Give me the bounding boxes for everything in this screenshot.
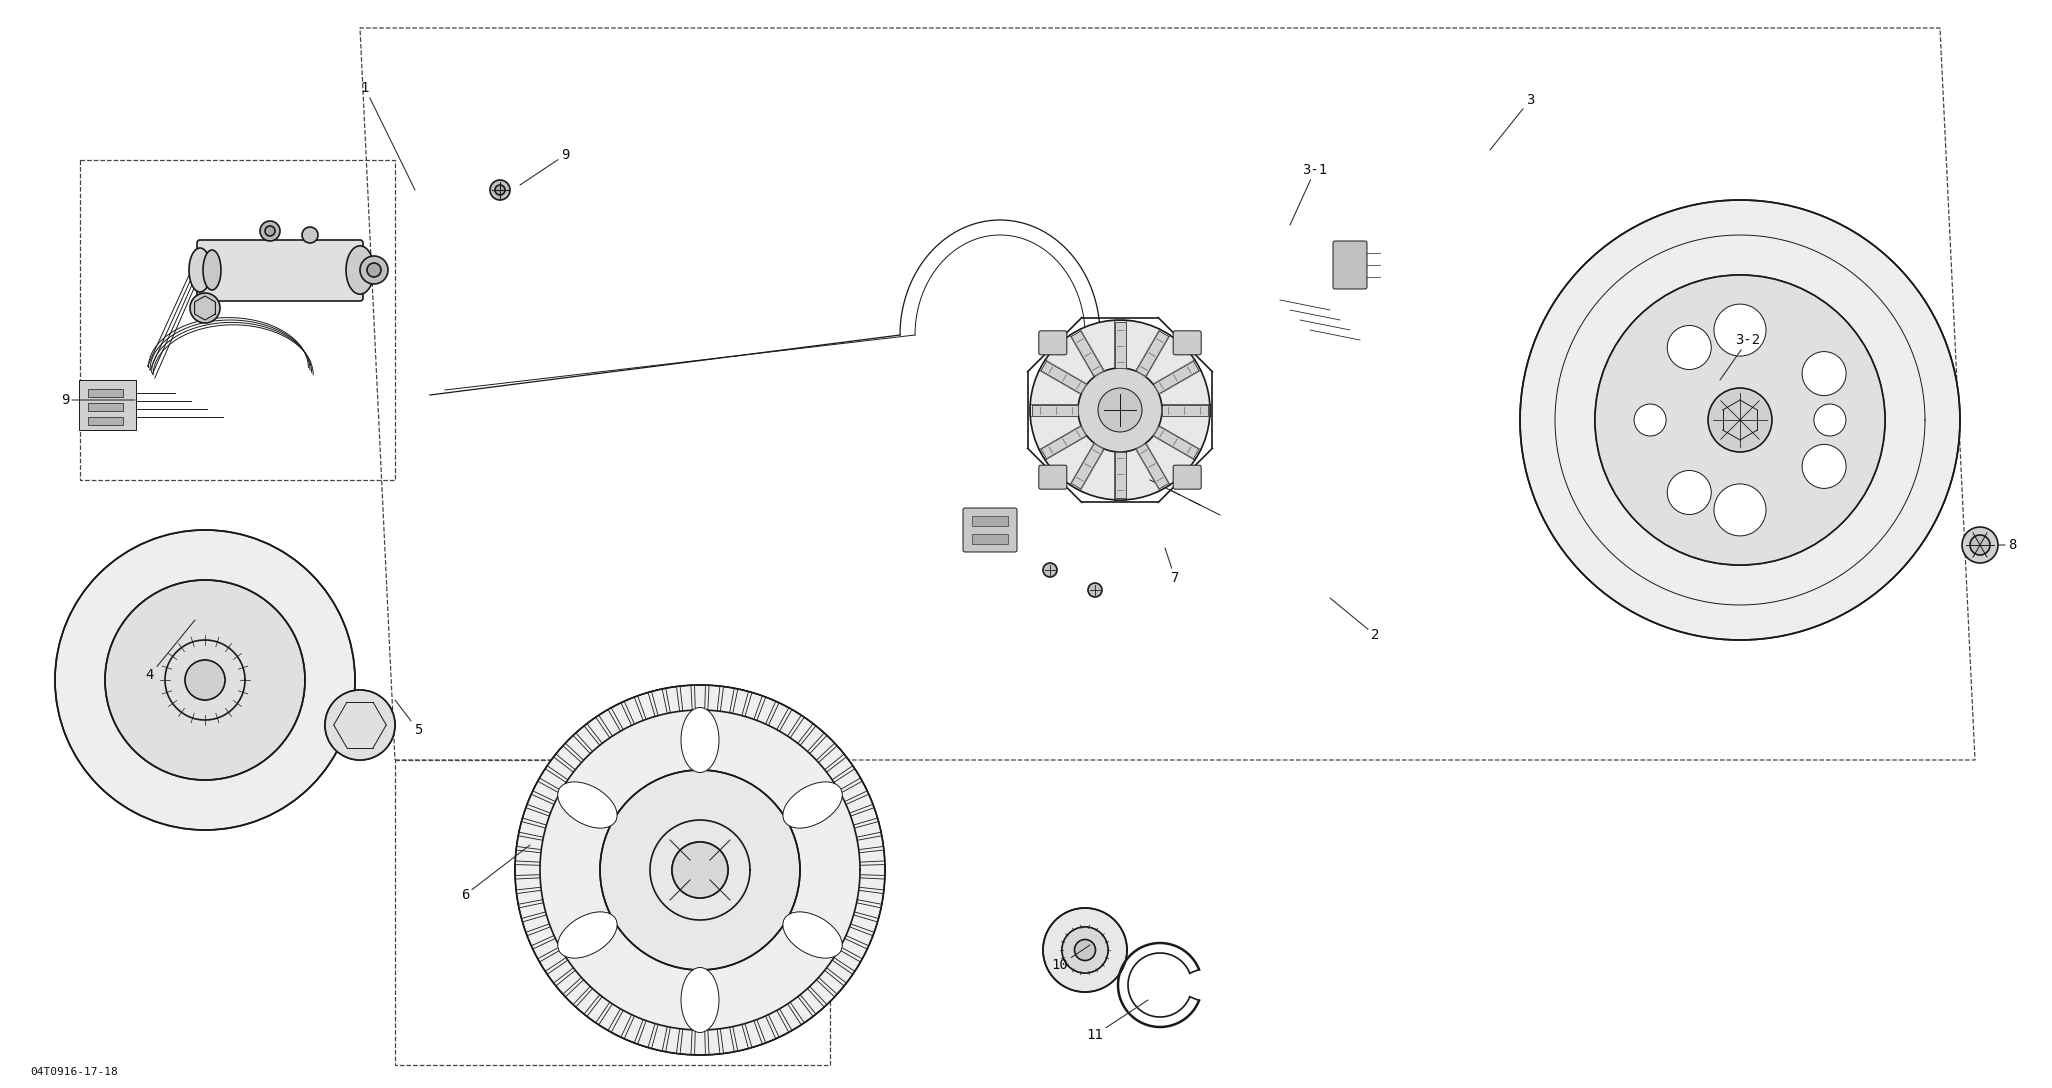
Polygon shape [1114, 322, 1124, 368]
Circle shape [1666, 325, 1711, 370]
Circle shape [1666, 470, 1711, 515]
Polygon shape [1161, 405, 1209, 416]
Circle shape [1713, 305, 1767, 356]
Ellipse shape [203, 250, 222, 290]
Circle shape [599, 770, 800, 970]
Polygon shape [1114, 452, 1124, 498]
Text: 7: 7 [1166, 548, 1180, 585]
Text: 8: 8 [1999, 537, 2017, 552]
Circle shape [367, 263, 382, 277]
Circle shape [1042, 562, 1057, 577]
Circle shape [55, 530, 355, 830]
Polygon shape [1071, 444, 1104, 489]
Ellipse shape [784, 782, 841, 828]
Text: 1: 1 [361, 81, 415, 190]
Circle shape [1077, 368, 1161, 452]
Polygon shape [1040, 361, 1086, 394]
Circle shape [1713, 484, 1767, 536]
Circle shape [1030, 320, 1211, 500]
Circle shape [1098, 388, 1143, 432]
Circle shape [359, 256, 388, 284]
Circle shape [1633, 404, 1666, 436]
Circle shape [105, 580, 306, 780]
Text: 9: 9 [62, 393, 135, 407]
Circle shape [1970, 535, 1990, 555]
Circle shape [515, 685, 884, 1055]
Circle shape [1061, 927, 1108, 973]
Text: 3-1: 3-1 [1291, 163, 1328, 225]
FancyBboxPatch shape [1174, 331, 1200, 355]
Ellipse shape [681, 707, 718, 772]
Polygon shape [1153, 361, 1198, 394]
Circle shape [324, 690, 394, 761]
Circle shape [1802, 351, 1847, 396]
Polygon shape [1040, 426, 1086, 459]
FancyBboxPatch shape [78, 380, 135, 430]
Text: 3: 3 [1490, 92, 1535, 150]
Text: 3-2: 3-2 [1720, 333, 1761, 380]
Ellipse shape [681, 967, 718, 1033]
Circle shape [191, 293, 220, 323]
Circle shape [302, 227, 318, 243]
Ellipse shape [558, 912, 618, 959]
Circle shape [495, 185, 505, 195]
Circle shape [1521, 200, 1960, 640]
Circle shape [1042, 908, 1127, 992]
FancyBboxPatch shape [1334, 242, 1367, 289]
FancyBboxPatch shape [88, 390, 123, 397]
Text: 04T0916-17-18: 04T0916-17-18 [31, 1067, 117, 1077]
Circle shape [1962, 527, 1999, 562]
Text: 6: 6 [462, 845, 529, 902]
Circle shape [1707, 388, 1773, 452]
Circle shape [1802, 444, 1847, 489]
Circle shape [1814, 404, 1847, 436]
Circle shape [265, 226, 275, 236]
Circle shape [671, 842, 728, 898]
FancyBboxPatch shape [962, 508, 1018, 552]
Ellipse shape [347, 246, 373, 294]
Polygon shape [1032, 405, 1077, 416]
Ellipse shape [558, 782, 618, 828]
Circle shape [1075, 940, 1096, 961]
FancyBboxPatch shape [88, 403, 123, 411]
Circle shape [1594, 275, 1886, 565]
Text: 11: 11 [1088, 1000, 1147, 1042]
Text: 9: 9 [519, 148, 568, 185]
FancyBboxPatch shape [1038, 331, 1067, 355]
Ellipse shape [189, 248, 211, 292]
Text: 5: 5 [394, 700, 423, 737]
Circle shape [261, 221, 279, 242]
Ellipse shape [784, 912, 841, 959]
Polygon shape [1137, 331, 1170, 376]
FancyBboxPatch shape [197, 240, 363, 301]
FancyBboxPatch shape [88, 417, 123, 425]
Text: 2: 2 [1330, 598, 1379, 642]
Text: 4: 4 [146, 620, 195, 682]
Circle shape [490, 180, 511, 200]
Text: 10: 10 [1051, 945, 1090, 972]
Polygon shape [1137, 444, 1170, 489]
FancyBboxPatch shape [1174, 466, 1200, 490]
Polygon shape [1071, 331, 1104, 376]
Polygon shape [1153, 426, 1198, 459]
FancyBboxPatch shape [1038, 466, 1067, 490]
FancyBboxPatch shape [973, 534, 1008, 544]
Circle shape [1088, 583, 1102, 597]
Circle shape [185, 660, 226, 700]
FancyBboxPatch shape [973, 516, 1008, 526]
